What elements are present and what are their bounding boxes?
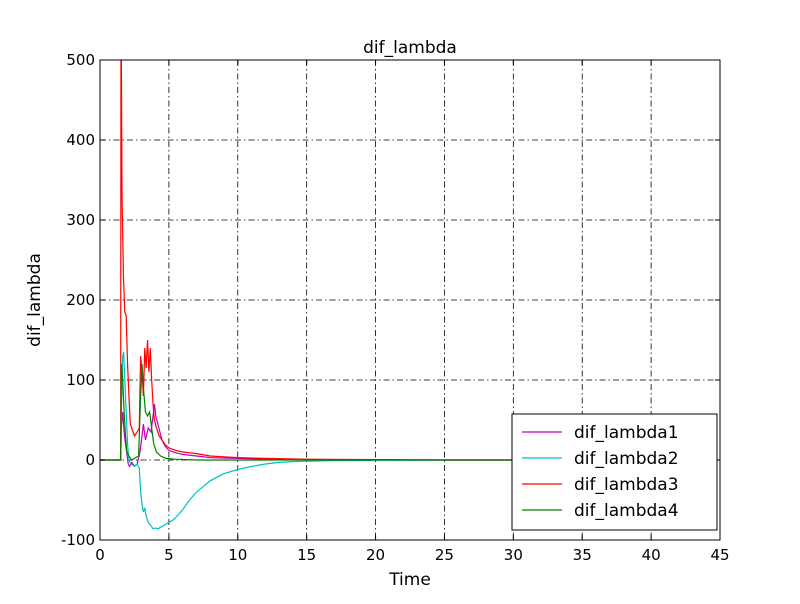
series-line-dif_lambda2 bbox=[100, 351, 528, 530]
x-tick-label: 45 bbox=[710, 546, 729, 564]
legend-label: dif_lambda1 bbox=[574, 423, 679, 443]
x-tick-label: 30 bbox=[504, 546, 523, 564]
x-tick-label: 40 bbox=[642, 546, 661, 564]
y-tick-label: 300 bbox=[66, 211, 95, 229]
x-tick-label: 10 bbox=[228, 546, 247, 564]
x-tick-label: 0 bbox=[95, 546, 105, 564]
grid bbox=[100, 60, 720, 540]
chart-title: dif_lambda bbox=[363, 38, 457, 58]
series-line-dif_lambda1 bbox=[100, 403, 528, 468]
x-tick-label: 25 bbox=[435, 546, 454, 564]
y-tick-label: 400 bbox=[66, 131, 95, 149]
x-axis-label: Time bbox=[388, 570, 431, 590]
legend-box bbox=[511, 413, 718, 531]
y-tick-label: -100 bbox=[61, 531, 95, 549]
x-tick-label: 15 bbox=[297, 546, 316, 564]
y-tick-label: 100 bbox=[66, 371, 95, 389]
legend-label: dif_lambda2 bbox=[574, 449, 679, 469]
y-tick-label: 200 bbox=[66, 291, 95, 309]
series-group bbox=[100, 60, 528, 530]
legend-label: dif_lambda4 bbox=[574, 501, 679, 521]
series-line-dif_lambda3 bbox=[100, 60, 528, 461]
y-axis-label: dif_lambda bbox=[25, 253, 45, 347]
legend-label: dif_lambda3 bbox=[574, 475, 679, 495]
x-tick-label: 35 bbox=[573, 546, 592, 564]
y-tick-label: 0 bbox=[85, 451, 95, 469]
series-line-dif_lambda4 bbox=[100, 363, 528, 461]
x-tick-label: 5 bbox=[164, 546, 174, 564]
y-tick-label: 500 bbox=[66, 51, 95, 69]
x-tick-label: 20 bbox=[366, 546, 385, 564]
legend: dif_lambda1 dif_lambda2 dif_lambda3 dif_lam… bbox=[511, 413, 718, 531]
